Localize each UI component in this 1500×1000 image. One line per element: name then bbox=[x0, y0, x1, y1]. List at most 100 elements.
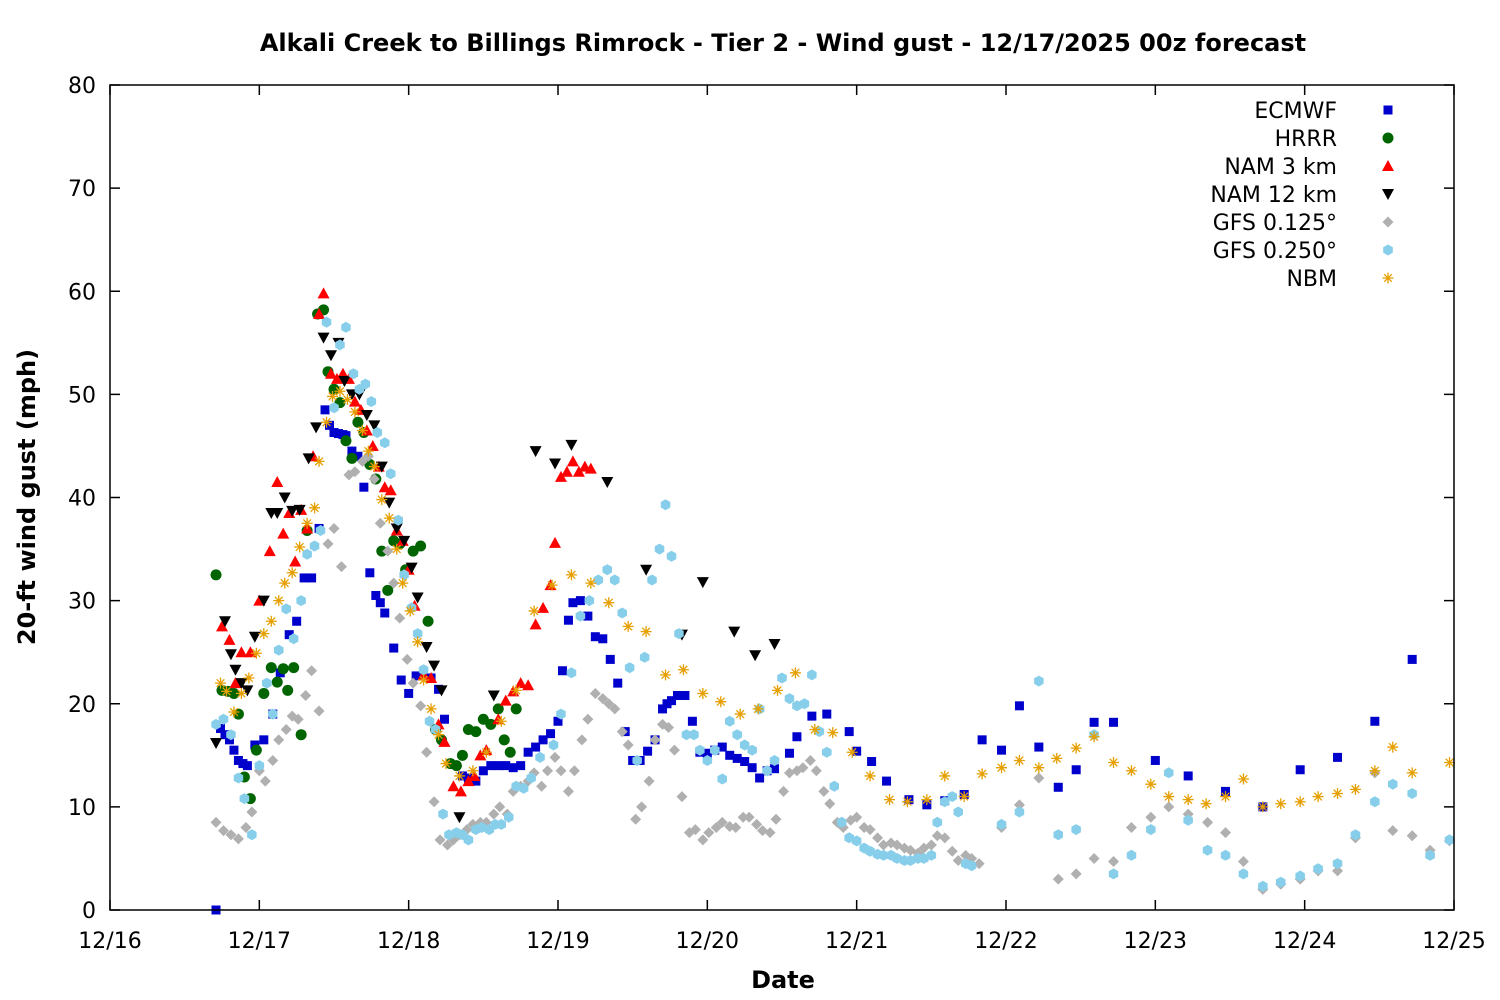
data-point bbox=[565, 439, 578, 451]
data-point bbox=[677, 664, 689, 676]
data-point bbox=[702, 755, 713, 766]
data-point bbox=[878, 849, 889, 861]
data-point bbox=[582, 713, 594, 725]
data-point bbox=[797, 762, 809, 774]
legend-marker bbox=[1382, 160, 1394, 171]
data-point bbox=[1146, 824, 1156, 836]
data-point bbox=[496, 818, 506, 830]
data-point bbox=[807, 711, 817, 721]
data-point bbox=[768, 638, 781, 650]
data-point bbox=[321, 316, 332, 328]
x-tick-label: 12/16 bbox=[78, 929, 141, 954]
data-point bbox=[322, 538, 334, 550]
data-point bbox=[528, 605, 540, 617]
data-point bbox=[1163, 801, 1175, 813]
data-point bbox=[273, 734, 285, 746]
data-point bbox=[422, 615, 434, 627]
data-point bbox=[610, 574, 620, 586]
data-point bbox=[428, 660, 441, 672]
data-point bbox=[1071, 765, 1081, 775]
y-tick-label: 60 bbox=[68, 280, 96, 305]
legend-marker bbox=[1382, 189, 1394, 200]
data-point bbox=[1406, 830, 1418, 842]
data-point bbox=[368, 420, 381, 432]
data-point bbox=[1013, 754, 1025, 766]
data-point bbox=[784, 748, 794, 758]
data-point bbox=[1295, 870, 1305, 882]
data-point bbox=[415, 540, 427, 552]
data-point bbox=[313, 705, 325, 717]
data-point bbox=[822, 709, 832, 719]
data-point bbox=[248, 631, 261, 643]
data-point bbox=[598, 634, 608, 644]
data-point bbox=[229, 745, 239, 755]
data-point bbox=[501, 761, 511, 771]
data-point bbox=[807, 669, 817, 681]
data-point bbox=[418, 674, 430, 686]
series-ecmwf bbox=[211, 405, 1417, 915]
data-point bbox=[498, 734, 510, 746]
data-point bbox=[353, 451, 363, 461]
data-point bbox=[546, 729, 556, 739]
data-point bbox=[864, 770, 876, 782]
data-point bbox=[292, 713, 304, 725]
data-point bbox=[1238, 868, 1249, 880]
data-point bbox=[349, 466, 361, 478]
data-point bbox=[499, 694, 512, 706]
data-point bbox=[378, 481, 391, 493]
data-point bbox=[1237, 856, 1249, 868]
data-point bbox=[438, 735, 451, 747]
data-point bbox=[844, 832, 854, 844]
data-point bbox=[334, 385, 346, 397]
data-point bbox=[546, 579, 558, 591]
data-point bbox=[1164, 767, 1174, 779]
data-point bbox=[348, 368, 359, 380]
data-point bbox=[288, 633, 299, 645]
x-tick-label: 12/17 bbox=[228, 929, 291, 954]
y-tick-label: 70 bbox=[68, 177, 96, 202]
data-point bbox=[375, 598, 385, 608]
data-point bbox=[293, 504, 306, 516]
data-point bbox=[315, 525, 326, 536]
data-point bbox=[737, 811, 749, 823]
data-point bbox=[703, 827, 715, 839]
data-point bbox=[362, 445, 374, 457]
data-point bbox=[412, 636, 424, 648]
data-point bbox=[668, 744, 680, 756]
data-point bbox=[433, 729, 445, 741]
data-point bbox=[210, 737, 223, 749]
data-point bbox=[725, 750, 735, 760]
data-point bbox=[220, 730, 230, 740]
data-point bbox=[301, 517, 313, 529]
data-point bbox=[302, 548, 312, 560]
data-point bbox=[246, 806, 258, 818]
data-point bbox=[643, 775, 655, 787]
data-point bbox=[338, 375, 351, 387]
data-point bbox=[829, 780, 839, 792]
data-point bbox=[368, 473, 380, 485]
data-point bbox=[584, 595, 595, 607]
data-point bbox=[412, 628, 423, 640]
data-point bbox=[946, 845, 958, 857]
data-point bbox=[602, 564, 612, 576]
data-point bbox=[474, 749, 487, 761]
x-tick-label: 12/22 bbox=[974, 929, 1037, 954]
data-point bbox=[732, 753, 742, 763]
data-point bbox=[892, 852, 902, 864]
data-point bbox=[278, 492, 291, 504]
data-point bbox=[1200, 798, 1212, 810]
data-point bbox=[215, 677, 227, 689]
data-point bbox=[639, 651, 650, 663]
data-point bbox=[660, 669, 672, 681]
data-point bbox=[295, 729, 307, 741]
data-point bbox=[306, 665, 318, 677]
data-point bbox=[1387, 825, 1399, 837]
data-point bbox=[368, 461, 380, 473]
data-point bbox=[710, 744, 720, 756]
data-point bbox=[576, 734, 588, 746]
data-point bbox=[386, 468, 396, 480]
data-point bbox=[542, 765, 554, 777]
data-point bbox=[572, 465, 585, 477]
data-point bbox=[837, 816, 847, 828]
data-point bbox=[487, 690, 500, 702]
